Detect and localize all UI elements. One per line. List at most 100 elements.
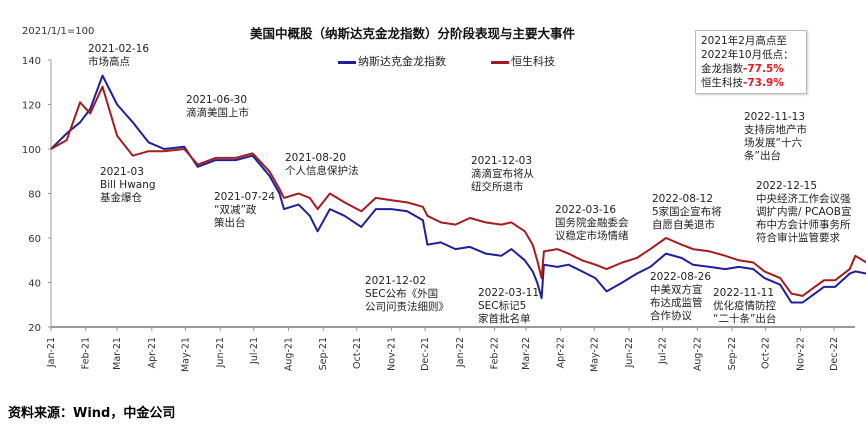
y-tick-label: 140 xyxy=(22,56,41,67)
event-text: 场发展“十六 xyxy=(744,137,802,149)
legend-swatch xyxy=(491,60,509,64)
summary-label: 恒生科技 xyxy=(701,77,743,89)
event-date: 2022-11-11 xyxy=(713,287,775,299)
event-text: 个人信息保护法 xyxy=(285,165,359,177)
event-text: SEC标记5 xyxy=(478,300,527,312)
event-date: 2022-11-13 xyxy=(744,111,806,123)
series-line-0 xyxy=(50,74,866,304)
event-annotation: 2022-03-16 国务院金融委会 议稳定市场情绪 xyxy=(555,204,629,243)
legend-item-red: 恒生科技 xyxy=(491,53,555,69)
summary-value: -77.5% xyxy=(743,63,784,75)
event-annotation: 2021-08-20 个人信息保护法 xyxy=(285,152,359,178)
event-text: “二十条”出台 xyxy=(713,313,777,325)
legend-label: 恒生科技 xyxy=(511,55,555,68)
event-date: 2022-08-26 xyxy=(650,271,712,283)
event-text: 调扩内需/ PCAOB宣 xyxy=(756,206,852,218)
summary-line: 2022年10月低点： xyxy=(701,49,794,61)
unit-label: 2021/1/1=100 xyxy=(22,26,95,37)
event-date: 2021-12-03 xyxy=(471,155,533,167)
event-date: 2021-07-24 xyxy=(214,191,276,203)
event-date: 2022-03-16 xyxy=(555,204,617,216)
summary-value: -73.9% xyxy=(743,77,784,89)
x-tick-label: Feb-21 xyxy=(81,337,92,369)
event-text: 国务院金融委会 xyxy=(555,217,629,229)
event-date: 2022-03-11 xyxy=(478,287,540,299)
legend-item-blue: 纳斯达克金龙指数 xyxy=(338,53,446,69)
event-text: 合作协议 xyxy=(650,310,692,322)
event-text: 中美双方宣 xyxy=(650,284,703,296)
x-tick-label: Aug-22 xyxy=(692,337,703,371)
event-text: 符合审计监管要求 xyxy=(756,232,840,244)
event-text: 公司问责法细则》 xyxy=(365,301,449,313)
event-annotation: 2021-12-02 SEC公布《外国 公司问责法细则》 xyxy=(365,275,449,314)
event-text: 滴滴宣布将从 xyxy=(471,168,534,180)
x-tick-label: Nov-22 xyxy=(795,337,806,371)
event-annotation: 2022-11-11 优化疫情防控 “二十条”出台 xyxy=(713,287,776,326)
legend-label: 纳斯达克金龙指数 xyxy=(358,55,446,68)
event-date: 2021-12-02 xyxy=(365,275,427,287)
event-annotation: 2021-03 Bill Hwang 基金爆仓 xyxy=(100,166,156,205)
x-tick-label: Dec-21 xyxy=(420,337,431,371)
event-text: 基金爆仓 xyxy=(100,192,142,204)
event-text: 5家国企宣布将 xyxy=(652,206,722,218)
event-annotation: 2022-11-13 支持房地产市 场发展“十六 条”出台 xyxy=(744,111,807,163)
event-annotation: 2022-03-11 SEC标记5 家首批名单 xyxy=(478,287,539,326)
x-tick-label: Apr-22 xyxy=(556,337,567,368)
event-annotation: 2022-08-12 5家国企宣布将 自愿自美退市 xyxy=(652,193,722,232)
y-tick-label: 60 xyxy=(28,234,41,245)
event-annotation: 2021-07-24 “双减”政 策出台 xyxy=(214,191,275,230)
x-tick-label: Jul-22 xyxy=(658,337,669,365)
event-text: 支持房地产市 xyxy=(744,124,807,136)
x-tick-label: Sep-22 xyxy=(727,337,738,370)
event-text: 布达成监管 xyxy=(650,297,703,309)
x-tick-label: Jan-22 xyxy=(455,337,466,368)
event-text: 条”出台 xyxy=(744,150,781,162)
event-text: 布中方会计师事务所 xyxy=(756,219,851,231)
x-tick-label: Jun-21 xyxy=(215,337,226,368)
x-tick-label: Sep-21 xyxy=(318,337,329,370)
source-note: 资料来源：Wind，中金公司 xyxy=(8,406,176,421)
summary-box: 2021年2月高点至 2022年10月低点： 金龙指数-77.5% 恒生科技-7… xyxy=(695,30,807,94)
x-tick-label: Mar-21 xyxy=(112,337,123,370)
x-tick-label: Dec-22 xyxy=(829,337,840,371)
event-date: 2021-02-16 xyxy=(88,43,150,55)
event-date: 2021-03 xyxy=(100,166,144,178)
event-text: 家首批名单 xyxy=(478,313,531,325)
y-tick-label: 120 xyxy=(22,101,41,112)
legend-swatch xyxy=(338,60,356,64)
x-tick-label: Aug-21 xyxy=(283,337,294,371)
event-text: Bill Hwang xyxy=(100,179,156,191)
event-text: 市场高点 xyxy=(88,56,130,68)
x-tick-label: Mar-22 xyxy=(521,337,532,370)
x-tick-label: May-21 xyxy=(180,337,191,372)
event-text: 中央经济工作会议强 xyxy=(756,193,851,205)
chart-title: 美国中概股（纳斯达克金龙指数）分阶段表现与主要大事件 xyxy=(250,26,576,41)
event-text: 优化疫情防控 xyxy=(713,300,776,312)
y-tick-label: 20 xyxy=(28,323,41,334)
event-text: SEC公布《外国 xyxy=(365,288,439,300)
x-tick-label: Jun-22 xyxy=(624,337,635,368)
event-date: 2022-12-15 xyxy=(756,180,818,192)
x-tick-label: Oct-22 xyxy=(761,337,772,369)
event-date: 2022-08-12 xyxy=(652,193,714,205)
summary-item: 恒生科技-73.9% xyxy=(701,76,801,90)
event-text: 滴滴美国上市 xyxy=(186,107,249,119)
y-tick-label: 100 xyxy=(22,145,41,156)
x-tick-label: Apr-21 xyxy=(147,337,158,368)
x-tick-label: Jul-21 xyxy=(249,337,260,365)
event-date: 2021-06-30 xyxy=(186,94,248,106)
event-annotation: 2021-02-16 市场高点 xyxy=(88,43,149,69)
event-text: 纽交所退市 xyxy=(471,181,524,193)
summary-item: 金龙指数-77.5% xyxy=(701,62,801,76)
series-line-1 xyxy=(50,85,866,297)
event-annotation: 2021-06-30 滴滴美国上市 xyxy=(186,94,249,120)
event-text: 自愿自美退市 xyxy=(652,219,715,231)
y-tick-label: 40 xyxy=(28,279,41,290)
summary-line: 2021年2月高点至 xyxy=(701,35,787,47)
event-annotation: 2022-08-26 中美双方宣 布达成监管 合作协议 xyxy=(650,271,711,323)
x-tick-label: Jan-21 xyxy=(46,337,57,368)
event-annotation: 2021-12-03 滴滴宣布将从 纽交所退市 xyxy=(471,155,534,194)
event-date: 2021-08-20 xyxy=(285,152,347,164)
